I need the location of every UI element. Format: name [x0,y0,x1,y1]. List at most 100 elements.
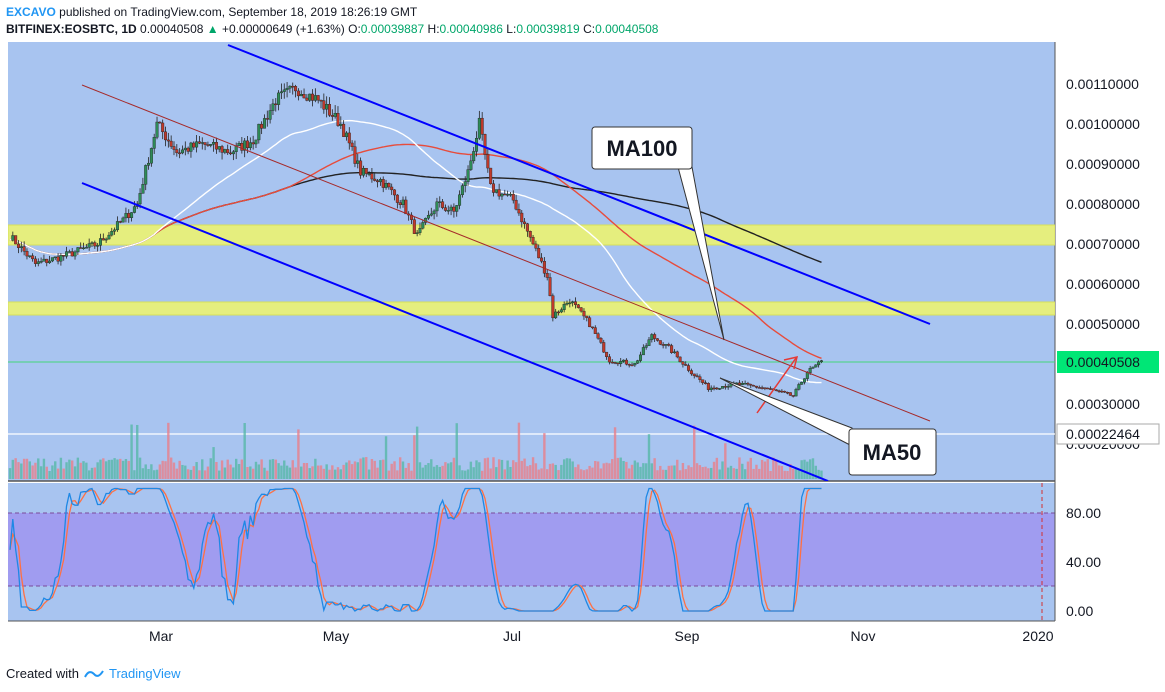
candle [523,221,527,224]
volume-bar [690,467,693,479]
candle [579,307,583,312]
volume-bar [647,434,651,479]
candle [455,205,459,212]
volume-bar [814,465,818,479]
stoch-axis[interactable]: 80.00 40.00 0.00 [1066,505,1101,619]
candle [53,256,57,259]
candle [288,85,292,89]
price-axis[interactable]: 0.00110000 0.00100000 0.00090000 0.00080000… [1066,76,1140,452]
candle [237,143,241,146]
volume-bar [529,465,532,479]
volume-bar [775,460,778,479]
volume-bar [749,457,752,479]
publish-text: published on TradingView.com, September … [59,5,418,19]
candle [460,185,464,196]
author-name[interactable]: EXCAVO [6,5,56,19]
ma50-line [9,119,822,384]
volume-bar [96,462,99,479]
candle [469,160,473,170]
candle [520,212,524,223]
price-tick-label: 0.00030000 [1066,396,1140,412]
marked-level-badge [1056,423,1160,445]
volume-bar [489,468,492,479]
volume-bar [71,460,74,479]
candle [231,151,235,155]
volume-bar [469,461,473,479]
symbol-info: BITFINEX:EOSBTC, 1D 0.00040508 ▲ +0.0000… [6,22,658,36]
candle [480,117,484,135]
candle [588,317,592,328]
candle [483,134,487,155]
volume-bar [432,466,436,479]
volume-bar [104,461,108,479]
candle [763,387,767,389]
volume-bar [543,433,546,479]
candle [633,362,637,366]
volume-bar [76,457,80,479]
time-tick-label: Mar [149,628,173,644]
resistance-zone-lower [8,301,1055,316]
candle [152,137,156,149]
candle [175,149,179,154]
volume-bar [418,462,422,479]
volume-bar [752,468,755,479]
volume-bar [251,468,255,479]
time-tick-label: Nov [851,628,876,644]
volume-bar [277,463,280,479]
candle [653,334,657,339]
volume-bar [760,459,764,479]
candle [398,202,402,205]
price-tick-label: 0.00060000 [1066,276,1140,292]
volume-bar [523,458,526,479]
volume-bar [51,465,54,479]
candle [441,201,445,208]
candle [443,207,447,211]
candle [313,95,317,101]
candle [754,385,758,388]
candle [647,339,651,346]
candle [497,189,501,197]
main-pane[interactable] [8,42,1055,481]
volume-bar [562,459,566,479]
candle [658,340,662,345]
time-axis[interactable]: Mar May Jul Sep Nov 2020 [149,628,1054,644]
candle [285,87,289,91]
volume-bar [331,465,334,479]
candle [486,154,490,169]
volume-bar [229,464,232,479]
volume-bar [280,465,283,479]
tradingview-brand[interactable]: TradingView [108,666,181,681]
tradingview-logo-icon[interactable] [83,667,105,681]
candle [791,395,795,397]
volume-bar [263,467,266,479]
ma50-label: MA50 [863,440,922,465]
candle [573,301,577,305]
candle [189,142,193,152]
candle [607,356,611,363]
low-value: 0.00039819 [516,22,580,36]
candle [404,199,408,215]
volume-bar [113,458,116,479]
candle [11,235,15,241]
volume-bar [820,470,823,479]
candle [361,168,365,176]
volume-bar [102,458,105,479]
volume-bar [636,462,639,479]
volume-bar [110,459,113,479]
candle [294,86,298,92]
volume-bar [79,462,82,479]
volume-bar [817,469,820,479]
volume-bar [359,458,362,479]
candle [212,142,216,145]
volume-bar [138,457,142,479]
volume-bar [223,467,227,479]
volume-bar [591,467,594,479]
volume-bar [427,463,430,479]
candle [282,89,286,92]
volume-bar [514,462,518,479]
change-arrow-icon: ▲ [206,22,219,36]
volume-bar [608,463,611,479]
candle [395,194,399,203]
candle [695,375,699,377]
